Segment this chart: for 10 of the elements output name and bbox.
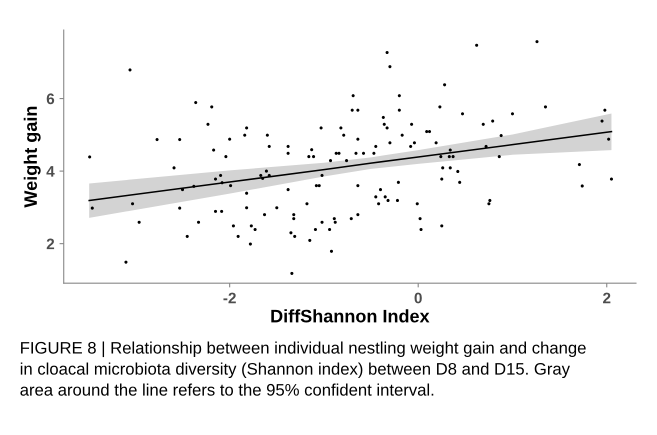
x-axis-title: DiffShannon Index <box>271 309 430 322</box>
y-tick-label: 2 <box>46 238 54 250</box>
y-axis-title: Weight gain <box>24 106 41 208</box>
x-tick-label: 2 <box>603 292 610 304</box>
x-tick-label: 0 <box>414 292 422 304</box>
line-series <box>88 130 612 202</box>
y-tick-label: 6 <box>46 93 54 104</box>
caption: FIGURE 8 | Relationship between individual nestling weight gain and change in cloacal microbiota diversity (Shannon index) between D8 and D15. Gray area around the line refers to the 95% confident interval. <box>20 341 586 396</box>
y-tick-label: 4 <box>46 166 55 177</box>
x-tick-label: -2 <box>223 292 236 304</box>
